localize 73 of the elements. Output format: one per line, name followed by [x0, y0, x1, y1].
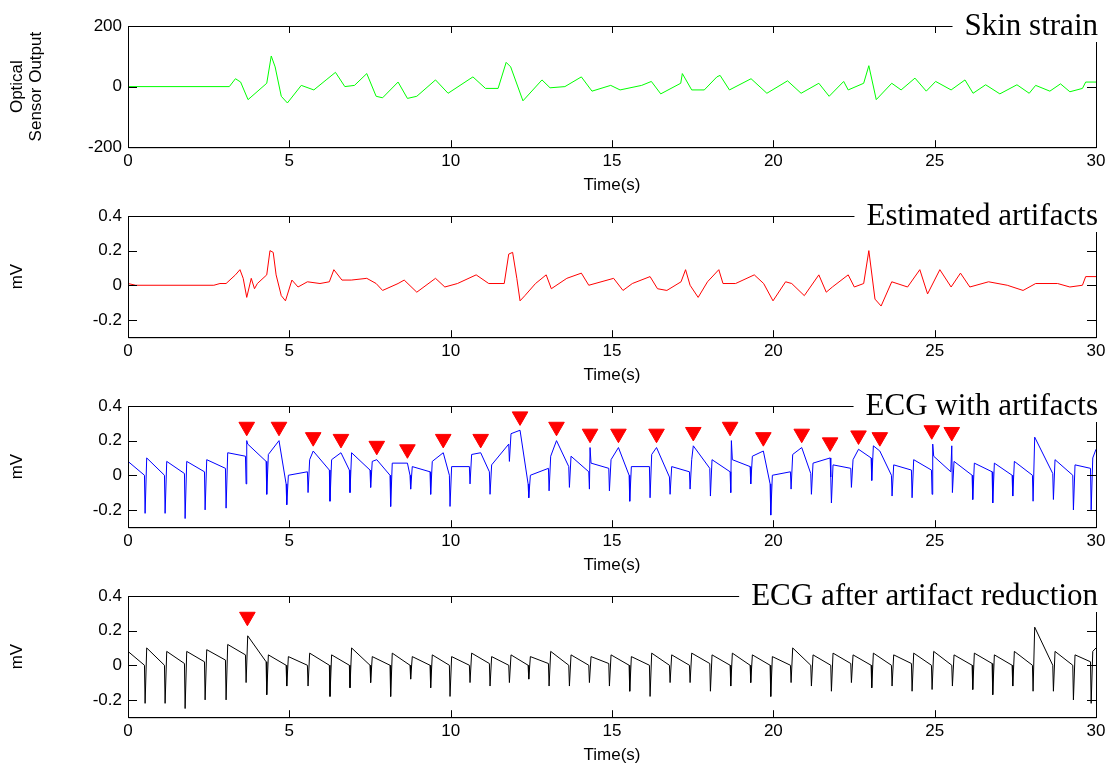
chart-title: ECG with artifacts	[865, 387, 1098, 423]
chart-title: ECG after artifact reduction	[751, 577, 1099, 613]
x-tick-label: 20	[763, 341, 783, 361]
point	[943, 426, 961, 442]
x-tick-label: 25	[925, 341, 945, 361]
x-tick-label: 30	[1086, 721, 1106, 741]
point	[648, 428, 665, 444]
x-axis-title: Time(s)	[583, 175, 641, 195]
x-tick-label: 30	[1086, 341, 1106, 361]
y-tick-label: 0.2	[98, 430, 122, 450]
x-axis-title: Time(s)	[583, 555, 641, 575]
point	[581, 428, 599, 444]
point	[793, 428, 811, 444]
point	[821, 437, 839, 452]
chart-title: Skin strain	[964, 7, 1099, 43]
x-axis-title: Time(s)	[583, 745, 641, 765]
x-tick-label: 10	[441, 531, 461, 551]
x-axis-title: Time(s)	[583, 365, 641, 385]
point	[721, 421, 739, 437]
x-tick-label: 25	[925, 151, 945, 171]
point	[511, 411, 529, 426]
x-tick-label: 30	[1086, 531, 1106, 551]
point	[270, 421, 288, 437]
y-tick-label: -200	[87, 136, 122, 156]
point	[685, 426, 702, 442]
y-tick-label: -0.2	[92, 499, 122, 519]
x-tick-label: 15	[602, 531, 622, 551]
x-tick-label: 20	[763, 721, 783, 741]
y-axis-title: mV	[7, 263, 27, 290]
x-tick-label: 5	[284, 721, 295, 741]
point	[238, 421, 256, 437]
y-axis-title: Optical Sensor Output	[7, 31, 45, 142]
x-tick-label: 25	[925, 531, 945, 551]
point	[548, 421, 565, 437]
y-tick-label: 0.2	[98, 620, 122, 640]
y-tick-label: -0.2	[92, 309, 122, 329]
point	[332, 433, 350, 449]
y-tick-label: 0.4	[98, 585, 122, 605]
y-tick-label: 0.2	[98, 240, 122, 260]
point	[304, 432, 322, 447]
point	[610, 428, 627, 444]
x-tick-label: 10	[441, 721, 461, 741]
x-tick-label: 25	[925, 721, 945, 741]
x-tick-label: 10	[441, 151, 461, 171]
point	[755, 432, 772, 447]
y-tick-label: 0	[112, 76, 122, 96]
y-tick-label: 0	[112, 654, 122, 674]
x-tick-label: 20	[763, 531, 783, 551]
y-tick-label: 0.4	[98, 395, 122, 415]
point	[434, 433, 452, 449]
y-tick-label: 0.4	[98, 205, 122, 225]
chart-title: Estimated artifacts	[866, 197, 1098, 233]
x-tick-label: 5	[284, 531, 295, 551]
point	[923, 425, 941, 440]
x-tick-label: 5	[284, 151, 295, 171]
x-tick-label: 15	[602, 341, 622, 361]
y-axis-title: mV	[7, 453, 27, 480]
y-tick-label: 0	[112, 274, 122, 294]
x-tick-label: 5	[284, 341, 295, 361]
point	[368, 440, 386, 456]
x-tick-label: 10	[441, 341, 461, 361]
x-tick-label: 15	[602, 151, 622, 171]
point	[399, 444, 416, 459]
point	[871, 432, 889, 447]
x-tick-label: 30	[1086, 151, 1106, 171]
y-tick-label: 0	[112, 464, 122, 484]
x-tick-label: 15	[602, 721, 622, 741]
point	[472, 433, 489, 449]
y-axis-title: mV	[7, 643, 27, 670]
y-tick-label: -0.2	[92, 689, 122, 709]
point	[850, 430, 867, 445]
y-tick-label: 200	[93, 15, 122, 35]
x-tick-label: 20	[763, 151, 783, 171]
